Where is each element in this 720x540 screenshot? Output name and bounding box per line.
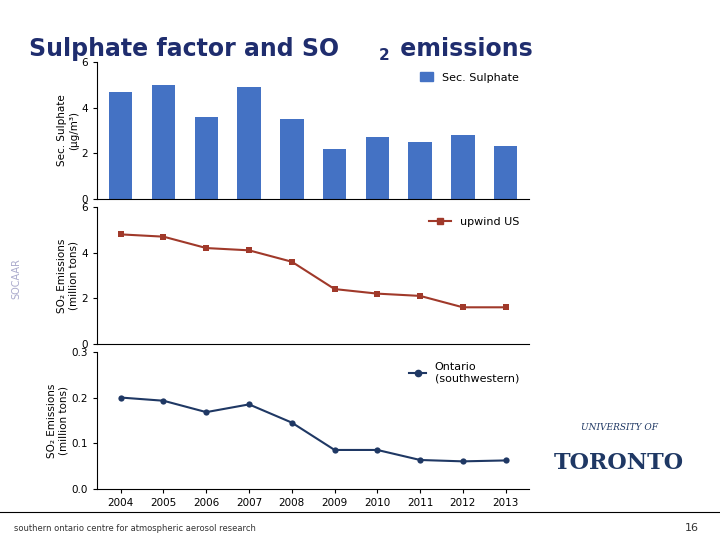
Text: TORONTO: TORONTO: [554, 453, 684, 474]
Text: southern ontario centre for atmospheric aerosol research: southern ontario centre for atmospheric …: [14, 524, 256, 532]
Y-axis label: Sec. Sulphate
(μg/m³): Sec. Sulphate (μg/m³): [57, 94, 78, 166]
Legend: Ontario
(southwestern): Ontario (southwestern): [405, 357, 523, 388]
Text: SOCAAR: SOCAAR: [12, 258, 21, 299]
Text: emissions: emissions: [392, 37, 532, 60]
Legend: upwind US: upwind US: [424, 213, 523, 232]
Text: UNIVERSITY OF: UNIVERSITY OF: [581, 423, 657, 432]
Y-axis label: SO₂ Emissions
(million tons): SO₂ Emissions (million tons): [57, 238, 78, 313]
Bar: [109, 92, 132, 199]
Bar: [494, 146, 518, 199]
Legend: Sec. Sulphate: Sec. Sulphate: [415, 68, 523, 87]
Bar: [408, 142, 432, 199]
Y-axis label: SO₂ Emissions
(million tons): SO₂ Emissions (million tons): [48, 383, 69, 457]
Bar: [280, 119, 304, 199]
Bar: [238, 87, 261, 199]
Bar: [366, 137, 389, 199]
Bar: [194, 117, 218, 199]
Bar: [323, 148, 346, 199]
Bar: [152, 85, 175, 199]
Text: Sulphate factor and SO: Sulphate factor and SO: [29, 37, 339, 60]
Bar: [451, 135, 474, 199]
Text: 2: 2: [379, 48, 390, 63]
Text: 16: 16: [685, 523, 698, 533]
